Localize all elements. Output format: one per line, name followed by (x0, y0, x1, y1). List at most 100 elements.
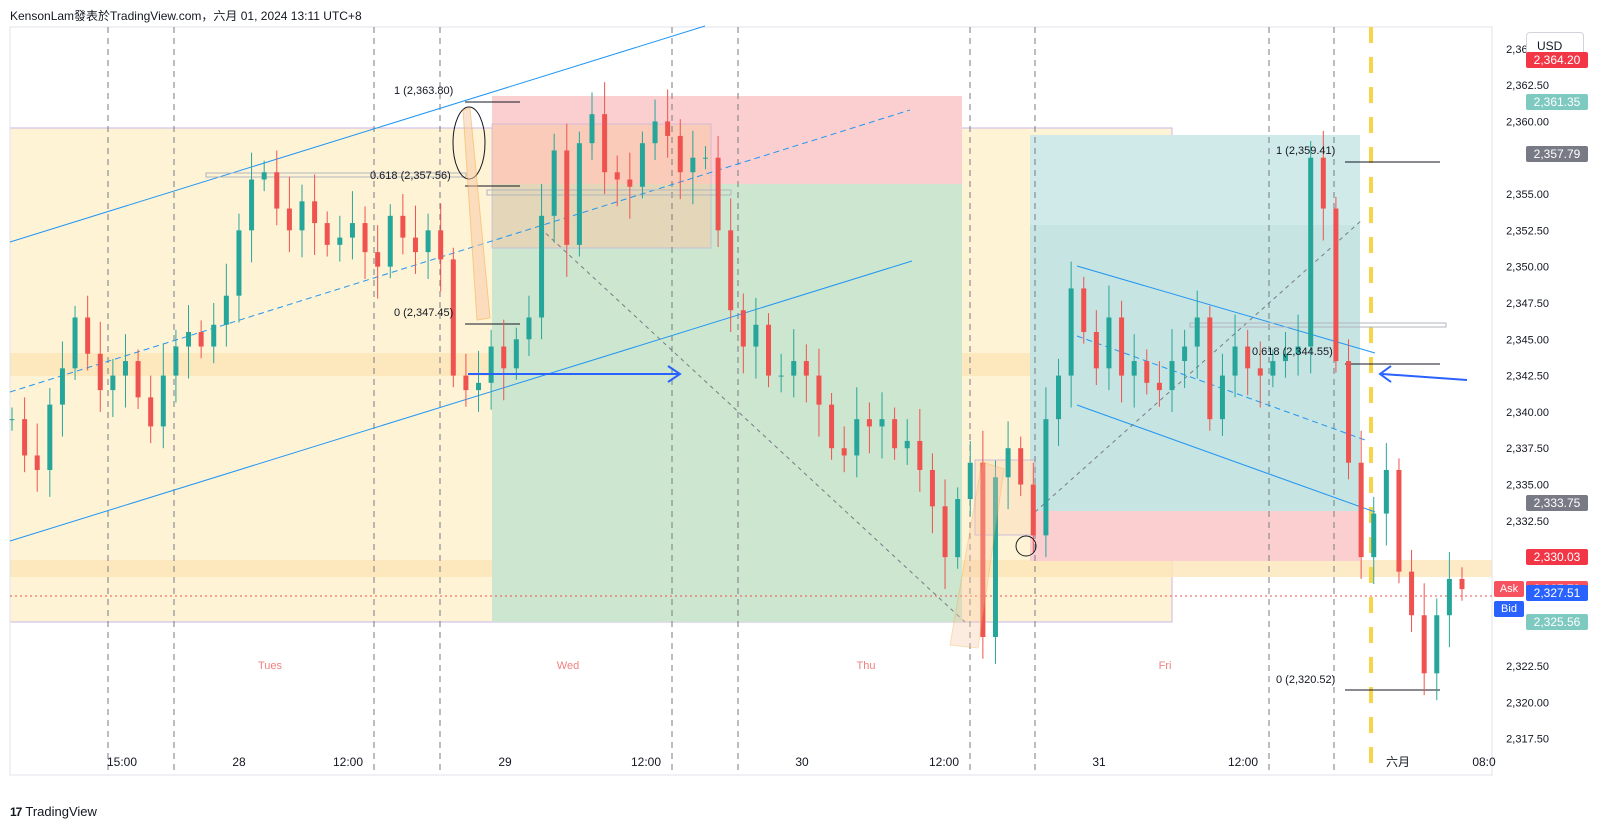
candle-body (236, 230, 242, 296)
candle-body (1056, 375, 1062, 420)
candle-body (677, 135, 683, 173)
falling-channel-lower (1076, 404, 1376, 513)
arrow-right-head-icon (667, 365, 682, 383)
candle-body (778, 375, 784, 377)
candle-body (349, 223, 355, 238)
x-tick-label: 12:00 (929, 755, 959, 769)
candle-body (211, 324, 217, 347)
candle-body (1144, 361, 1150, 383)
candle-body (955, 499, 961, 558)
candle-body (1182, 346, 1188, 362)
candle-body (1409, 571, 1415, 616)
candle-body (1156, 382, 1162, 391)
x-tick-label: 29 (498, 755, 512, 769)
candle-body (198, 332, 204, 347)
zone-long-risk (1030, 511, 1360, 561)
candle-body (1295, 346, 1301, 354)
brand-name: TradingView (25, 804, 97, 819)
candle-body (652, 121, 658, 144)
x-tick-label: 12:00 (631, 755, 661, 769)
candle-body (766, 324, 772, 376)
candle-body (702, 157, 708, 159)
x-tick-label: 31 (1092, 755, 1106, 769)
channel-lower-line (9, 260, 913, 542)
candle-body (299, 201, 305, 231)
price-tag: 2,333.75 (1526, 494, 1588, 511)
candle-body (160, 375, 166, 427)
candle-body (400, 215, 406, 238)
highlight-circle (1015, 535, 1037, 557)
zone-short-target (492, 184, 962, 622)
day-label: Thu (857, 660, 876, 672)
candle-body (690, 157, 696, 173)
x-tick-label: 12:00 (333, 755, 363, 769)
x-tick-label: 28 (232, 755, 246, 769)
candle-body (47, 404, 53, 470)
price-tag: 2,330.03 (1526, 548, 1588, 565)
candle-body (450, 259, 456, 376)
candle-body (992, 477, 998, 638)
candle-body (501, 346, 507, 369)
candle-body (627, 179, 633, 187)
candle-body (1270, 361, 1276, 376)
candle-body (59, 368, 65, 405)
y-tick-label: 2,345.00 (1506, 334, 1549, 346)
overlay-layer (452, 106, 1468, 649)
tradingview-logo-icon: 17 (10, 804, 22, 819)
candle-body (728, 230, 734, 311)
ask-tag: Ask (1494, 581, 1524, 598)
x-tick-label: 六月 (1386, 755, 1410, 769)
price-tag: 2,361.35 (1526, 93, 1588, 110)
candle-body (1320, 157, 1326, 209)
candle-body (72, 317, 78, 369)
candle-body (286, 208, 292, 231)
candle-body (186, 332, 192, 347)
candle-body (1396, 469, 1402, 572)
footer-brand: 17 TradingView (10, 804, 97, 819)
candle-body (34, 455, 40, 470)
projection-line-up (1034, 219, 1363, 513)
candle-body (1043, 419, 1049, 536)
resistance-band-2 (1189, 322, 1447, 328)
candle-body (929, 469, 935, 507)
candle-body (1308, 157, 1314, 347)
y-tick-label: 2,332.50 (1506, 516, 1549, 528)
candle-body (942, 506, 948, 558)
y-tick-label: 2,337.50 (1506, 443, 1549, 455)
candle-body (602, 114, 608, 173)
candle-body (917, 440, 923, 470)
orange-pin-highlight-2 (949, 461, 1005, 649)
candle-body (122, 361, 128, 376)
candle-body (879, 419, 885, 427)
candle-body (223, 295, 229, 325)
x-tick-label: 15:00 (107, 755, 137, 769)
day-label: Tues (258, 660, 283, 672)
fib-label: 0 (2,320.52) (1276, 674, 1335, 686)
zones-layer (9, 96, 1492, 623)
y-tick-label: 2,350.00 (1506, 262, 1549, 274)
candle-body (980, 462, 986, 638)
candle-body (9, 419, 15, 421)
bid-tag: Bid (1494, 601, 1524, 618)
candle-body (1194, 317, 1200, 347)
candle-body (1169, 361, 1175, 391)
candle-body (324, 223, 330, 245)
x-tick-label: 08:0 (1472, 755, 1496, 769)
price-tag: 2,325.56 (1526, 613, 1588, 630)
candle-body (110, 375, 116, 391)
x-tick-label: 30 (795, 755, 809, 769)
candle-body (261, 172, 267, 180)
candle-body (438, 230, 444, 260)
candle-body (1081, 288, 1087, 333)
candle-body (854, 419, 860, 456)
candle-body (526, 317, 532, 340)
candle-body (1245, 346, 1251, 369)
candle-body (1383, 469, 1389, 514)
candle-body (614, 172, 620, 180)
candle-body (425, 230, 431, 253)
fib-label: 1 (2,359.41) (1276, 145, 1335, 157)
zone-orange-box (491, 123, 712, 249)
candle-body (488, 346, 494, 383)
candle-body (85, 317, 91, 354)
